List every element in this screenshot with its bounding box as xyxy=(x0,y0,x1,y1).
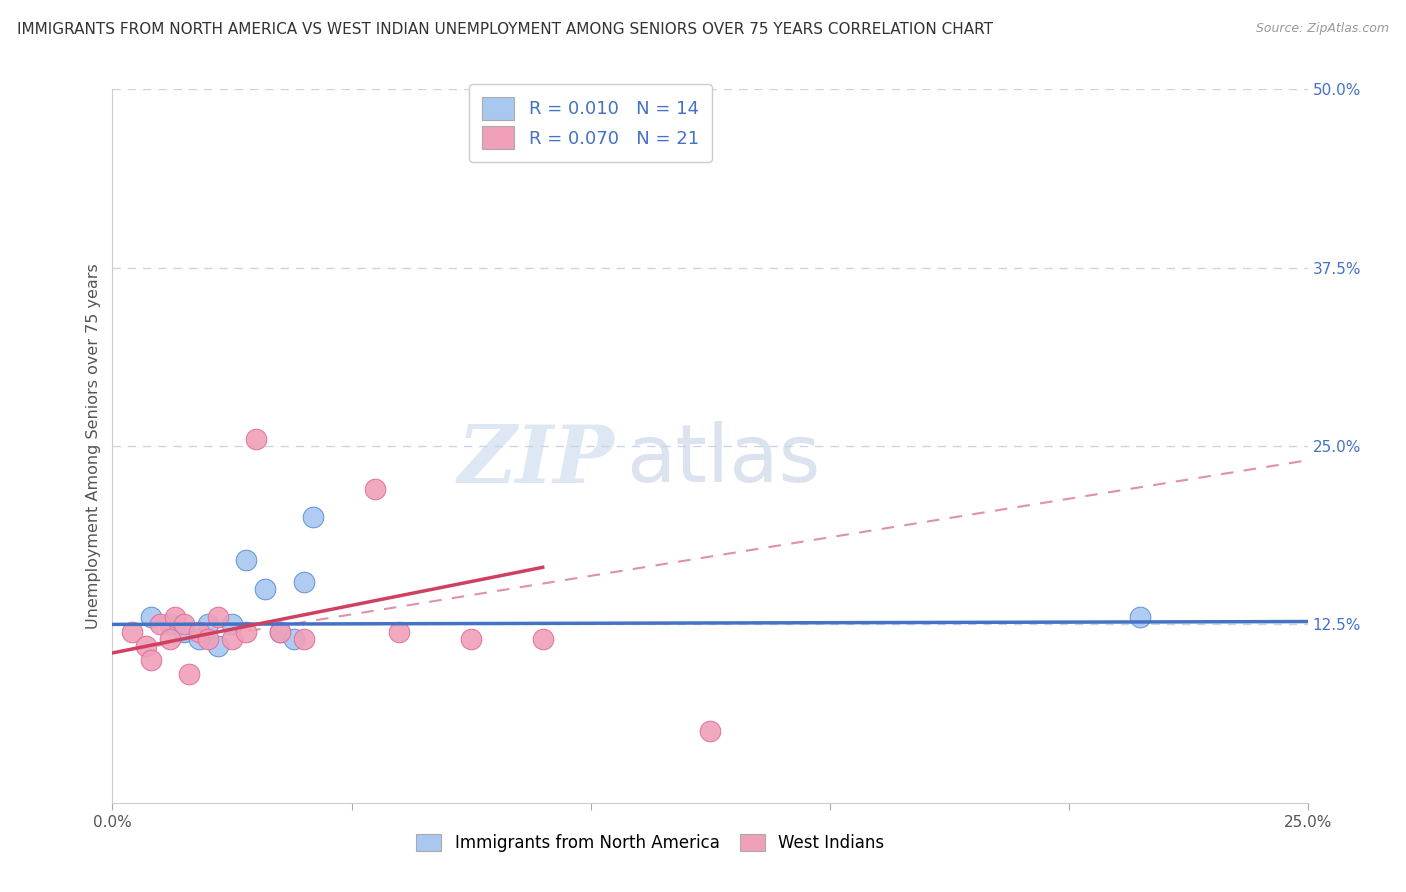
Point xyxy=(292,632,315,646)
Point xyxy=(173,624,195,639)
Point xyxy=(139,653,162,667)
Point xyxy=(269,624,291,639)
Text: Source: ZipAtlas.com: Source: ZipAtlas.com xyxy=(1256,22,1389,36)
Point xyxy=(245,432,267,446)
Legend: Immigrants from North America, West Indians: Immigrants from North America, West Indi… xyxy=(409,827,891,859)
Point xyxy=(159,617,181,632)
Point xyxy=(149,617,172,632)
Point xyxy=(173,617,195,632)
Point xyxy=(139,610,162,624)
Point xyxy=(197,632,219,646)
Point xyxy=(207,610,229,624)
Point xyxy=(207,639,229,653)
Point xyxy=(388,624,411,639)
Point xyxy=(292,574,315,589)
Point xyxy=(197,617,219,632)
Point xyxy=(221,632,243,646)
Text: IMMIGRANTS FROM NORTH AMERICA VS WEST INDIAN UNEMPLOYMENT AMONG SENIORS OVER 75 : IMMIGRANTS FROM NORTH AMERICA VS WEST IN… xyxy=(17,22,993,37)
Point xyxy=(699,724,721,739)
Text: atlas: atlas xyxy=(627,421,821,500)
Point xyxy=(187,632,209,646)
Point xyxy=(269,624,291,639)
Point xyxy=(531,632,554,646)
Point xyxy=(187,624,209,639)
Point xyxy=(302,510,325,524)
Point xyxy=(163,610,186,624)
Point xyxy=(1129,610,1152,624)
Point xyxy=(177,667,200,681)
Point xyxy=(254,582,277,596)
Point xyxy=(121,624,143,639)
Point xyxy=(135,639,157,653)
Point xyxy=(460,632,482,646)
Point xyxy=(235,624,257,639)
Point xyxy=(159,632,181,646)
Y-axis label: Unemployment Among Seniors over 75 years: Unemployment Among Seniors over 75 years xyxy=(86,263,101,629)
Point xyxy=(221,617,243,632)
Point xyxy=(364,482,387,496)
Point xyxy=(235,553,257,567)
Point xyxy=(283,632,305,646)
Text: ZIP: ZIP xyxy=(457,422,614,499)
